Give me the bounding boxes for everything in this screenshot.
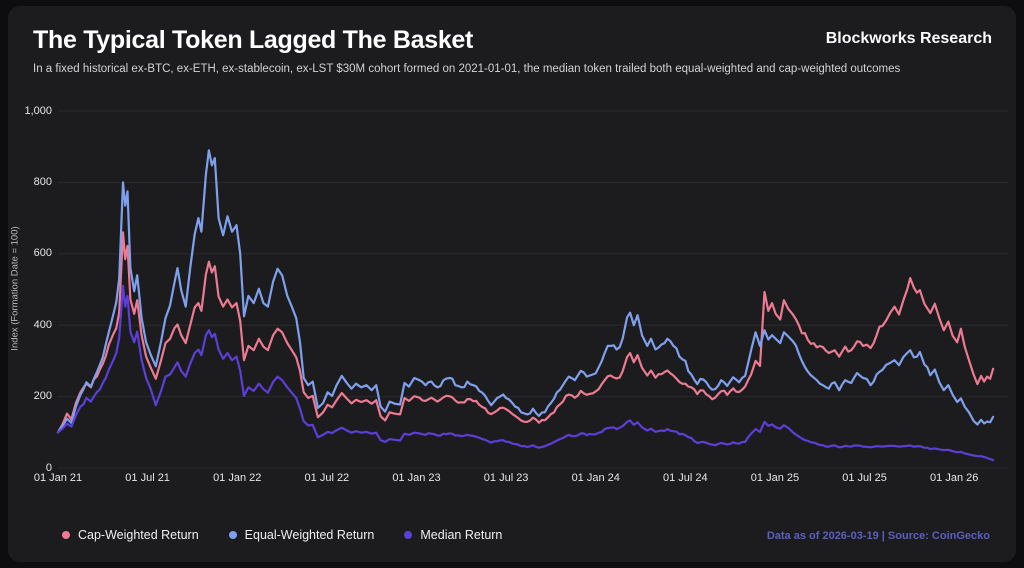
legend-dot-icon [228, 531, 237, 539]
page-title: The Typical Token Lagged The Basket [33, 26, 474, 54]
y-tick-label: 800 [33, 175, 52, 188]
legend-item-median-return: Median Return [404, 528, 502, 542]
data-source-note: Data as of 2026-03-19 | Source: CoinGeck… [766, 530, 990, 542]
brand-wordmark: Blockworks Research [825, 30, 992, 47]
legend-item-equal-weighted-return: Equal-Weighted Return [228, 528, 375, 542]
x-tick-label: 01 Jul 25 [842, 472, 887, 484]
legend-label: Equal-Weighted Return [244, 528, 375, 542]
x-tick-label: 01 Jan 23 [392, 472, 441, 484]
legend-dot-icon [404, 531, 413, 539]
series-line-equal-weighted-return [56, 149, 995, 434]
legend-dot-icon [62, 531, 70, 539]
x-tick-label: 01 Jan 24 [571, 472, 620, 484]
x-tick-label: 01 Jul 22 [304, 472, 350, 484]
x-tick-label: 01 Jan 26 [930, 472, 979, 484]
series-line-cap-weighted-return [56, 231, 995, 434]
chart-legend: Cap-Weighted Return Equal-Weighted Return… [62, 528, 502, 542]
y-tick-label: 0 [45, 461, 52, 474]
legend-item-cap-weighted-return: Cap-Weighted Return [62, 528, 199, 542]
y-tick-label: 1,000 [24, 104, 52, 117]
legend-label: Cap-Weighted Return [78, 528, 199, 542]
y-tick-label: 400 [33, 318, 52, 331]
y-tick-label: 200 [33, 390, 52, 403]
chart-subtitle: In a fixed historical ex-BTC, ex-ETH, ex… [33, 63, 901, 75]
x-tick-label: 01 Jul 21 [125, 472, 170, 484]
x-tick-label: 01 Jan 22 [213, 472, 262, 484]
series-line-median-return [56, 284, 995, 462]
chart-card [8, 6, 1016, 562]
y-axis-title: Index (Formation Date = 100) [9, 226, 21, 351]
x-tick-label: 01 Jan 25 [750, 472, 800, 484]
y-tick-label: 600 [33, 247, 52, 260]
x-tick-label: 01 Jul 23 [483, 472, 529, 484]
x-tick-label: 01 Jan 21 [33, 472, 83, 484]
x-tick-label: 01 Jul 24 [663, 472, 708, 484]
legend-label: Median Return [420, 528, 503, 542]
